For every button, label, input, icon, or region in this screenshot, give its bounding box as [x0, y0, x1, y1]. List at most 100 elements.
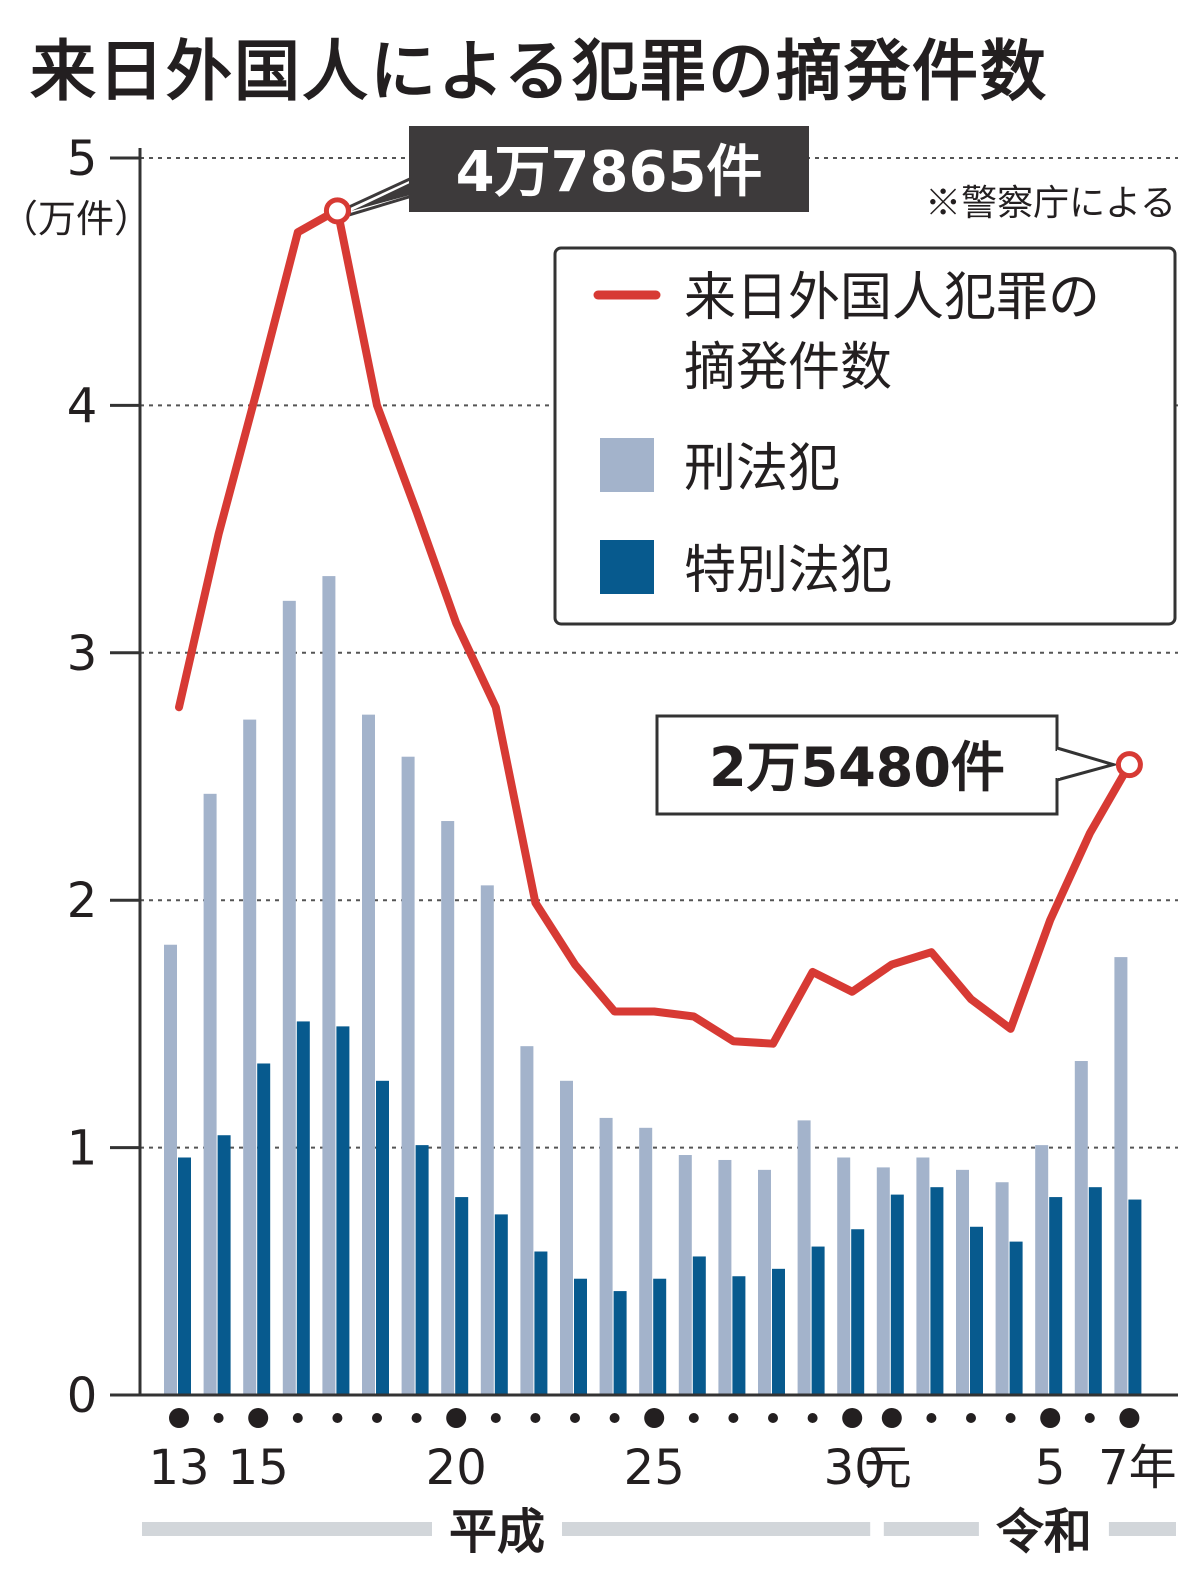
x-dot-minor [688, 1413, 699, 1423]
callout-box-peak [409, 126, 809, 212]
x-dot-minor [807, 1413, 818, 1423]
bar-keihou [322, 576, 336, 1395]
bar-tokubetsu [376, 1080, 389, 1395]
bar-tokubetsu [851, 1229, 865, 1395]
latest-marker [1115, 751, 1143, 779]
era-label-bg [432, 1504, 562, 1554]
y-tick-label: 0 [67, 1368, 98, 1424]
x-tick-label: 30 [824, 1440, 885, 1496]
bar-tokubetsu [494, 1214, 508, 1395]
era-label: 令和 [996, 1504, 1092, 1560]
x-dot-minor [570, 1413, 580, 1423]
callout-pointer-fill [351, 181, 414, 211]
bar-keihou [876, 1167, 890, 1395]
bar-keihou [243, 719, 257, 1395]
bar-tokubetsu [970, 1226, 983, 1395]
x-tick-label: 25 [624, 1440, 685, 1496]
bar-tokubetsu [178, 1157, 191, 1395]
bar-keihou [1114, 957, 1128, 1395]
x-dot-minor [530, 1413, 541, 1423]
bar-tokubetsu [930, 1187, 944, 1395]
x-tick-label: 元 [864, 1440, 912, 1496]
legend-swatch-keihou [600, 438, 654, 492]
bar-keihou [837, 1157, 851, 1395]
x-dot-minor [966, 1413, 976, 1423]
bar-keihou [599, 1117, 613, 1395]
legend-label: 来日外国人犯罪の [684, 268, 1100, 328]
annotations: 4万7865件 2万5480件 [323, 126, 1143, 816]
x-dot-minor [609, 1413, 620, 1423]
x-dot-major [881, 1408, 902, 1428]
callout-peak-text: 4万7865件 [456, 140, 763, 205]
bar-tokubetsu [732, 1276, 746, 1395]
y-tick-label: 4 [67, 378, 98, 434]
x-dot-minor [490, 1413, 501, 1423]
peak-marker [323, 197, 351, 225]
legend-swatch-tokubetsu [600, 540, 654, 594]
bar-tokubetsu [811, 1246, 825, 1395]
legend-label: 刑法犯 [684, 439, 840, 499]
x-dot-minor [332, 1413, 343, 1423]
x-dot-minor [372, 1413, 382, 1423]
legend-box [553, 246, 1177, 626]
x-dot-minor [292, 1413, 303, 1423]
legend-label: 摘発件数 [684, 338, 892, 398]
y-tick-label: 5 [67, 131, 98, 187]
bar-keihou [1074, 1061, 1088, 1395]
bar-keihou [560, 1080, 573, 1395]
x-dot-minor [926, 1413, 937, 1423]
x-tick-label: 15 [228, 1440, 289, 1496]
bar-keihou [282, 600, 296, 1395]
x-dot-major [248, 1408, 269, 1428]
bar-keihou [956, 1169, 969, 1395]
bar-keihou [916, 1157, 930, 1395]
x-dot-major [842, 1408, 863, 1428]
x-dot-major [644, 1408, 665, 1428]
bar-tokubetsu [296, 1021, 310, 1395]
bar-tokubetsu [1088, 1187, 1102, 1395]
bar-tokubetsu [692, 1256, 706, 1395]
era-label: 平成 [449, 1504, 545, 1560]
y-unit-label: （万件） [0, 197, 152, 241]
x-dot-minor [411, 1413, 422, 1423]
x-tick-label: 13 [148, 1440, 209, 1496]
bar-tokubetsu [1009, 1241, 1023, 1395]
bar-keihou [678, 1155, 692, 1395]
y-tick-label: 2 [67, 873, 98, 929]
bar-keihou [362, 714, 375, 1395]
bar-keihou [401, 756, 415, 1395]
bar-keihou [520, 1046, 534, 1395]
x-dot-minor [213, 1413, 224, 1423]
x-dot-minor [1005, 1413, 1016, 1423]
x-dot-major [1040, 1408, 1061, 1428]
bar-tokubetsu [890, 1194, 904, 1395]
callout-latest-text: 2万5480件 [709, 736, 1005, 799]
bars [164, 576, 1142, 1395]
bar-tokubetsu [534, 1251, 548, 1395]
x-dot-minor [728, 1413, 739, 1423]
bar-tokubetsu [772, 1268, 785, 1395]
callout-pointer-mask [1054, 751, 1060, 778]
x-tick-label: 5 [1035, 1440, 1066, 1496]
x-tick-label: 20 [426, 1440, 487, 1496]
y-tick-label: 1 [67, 1121, 98, 1177]
x-dot-major [1119, 1408, 1140, 1428]
bar-tokubetsu [574, 1278, 587, 1395]
bar-keihou [758, 1169, 771, 1395]
bar-tokubetsu [257, 1063, 271, 1395]
era-label-bg [978, 1504, 1109, 1554]
x-tick-label: 7年 [1098, 1440, 1177, 1496]
legend-label: 特別法犯 [684, 541, 892, 601]
x-dot-major [169, 1408, 189, 1428]
bar-keihou [995, 1182, 1009, 1395]
bar-tokubetsu [415, 1145, 429, 1395]
bar-keihou [203, 793, 217, 1395]
x-dot-minor [768, 1413, 778, 1423]
chart-title: 来日外国人による犯罪の摘発件数 [30, 33, 1049, 110]
x-dot-minor [1084, 1413, 1095, 1423]
bar-tokubetsu [653, 1278, 667, 1395]
x-dot-major [446, 1408, 467, 1428]
axes: 0 1 2 3 4 5 （万件） [0, 131, 1178, 1424]
